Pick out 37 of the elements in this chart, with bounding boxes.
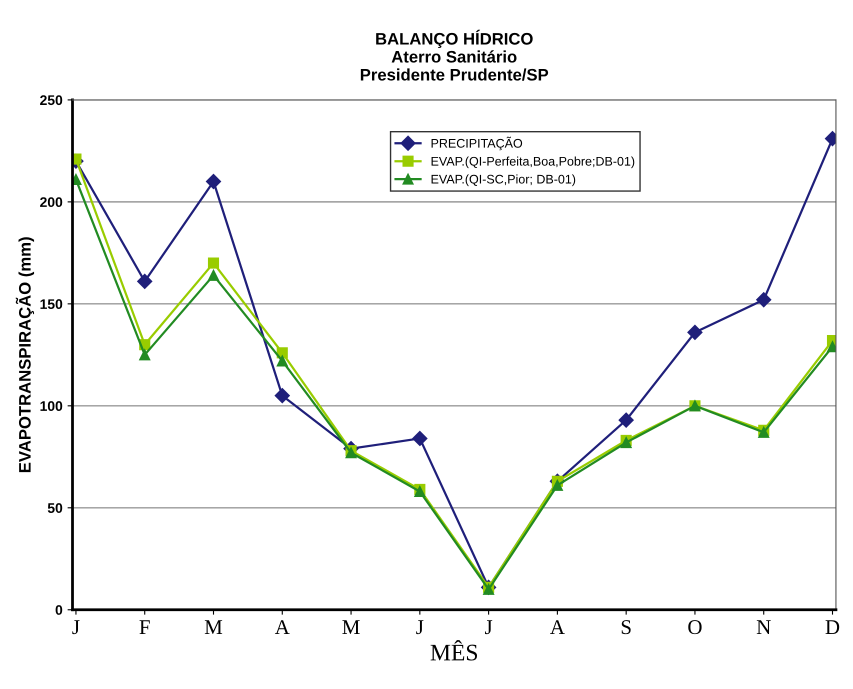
x-tick-label: J [416, 620, 424, 634]
point [756, 292, 772, 308]
point [412, 430, 428, 446]
y-tick-label: 100 [40, 401, 62, 411]
x-tick-label: D [826, 620, 840, 634]
x-tick-label: J [72, 620, 80, 634]
point [687, 324, 703, 340]
y-tick-label: 150 [40, 299, 62, 310]
legend-label: EVAP.(QI-SC,Pior; DB-01) [432, 174, 576, 186]
x-tick-label: A [274, 620, 290, 634]
x-tick-label: M [204, 620, 222, 634]
x-tick-label: N [756, 620, 771, 634]
point [552, 480, 563, 491]
legend-label: EVAP.(QI-Perfeita,Boa,Pobre;DB-01) [432, 156, 634, 168]
chart-title: BALANÇO HÍDRICO Aterro Sanitário Presidente Prudente/SP [360, 30, 548, 81]
point [274, 388, 290, 404]
y-tick-label: 200 [40, 197, 62, 208]
x-tick-label: J [484, 620, 492, 634]
point [139, 349, 150, 360]
x-tick-label: M [342, 620, 360, 634]
y-tick-label: 0 [56, 605, 62, 615]
point [137, 274, 152, 289]
x-tick-label: O [688, 620, 702, 634]
point [618, 412, 634, 428]
legend-label: PRECIPITAÇÃO [432, 136, 522, 150]
point [414, 486, 426, 498]
x-axis-title: MÊS [430, 640, 478, 661]
point [276, 355, 288, 367]
y-axis-title: EVAPOTRANSPIRAÇÃO (mm) [16, 237, 34, 472]
y-tick-label: 250 [40, 95, 62, 106]
x-tick-label: S [622, 620, 631, 634]
point [208, 270, 220, 281]
x-tick-label: A [550, 620, 565, 634]
y-tick-label: 50 [48, 503, 62, 513]
point [208, 258, 220, 269]
x-tick-label: F [140, 620, 150, 634]
point [206, 174, 222, 190]
